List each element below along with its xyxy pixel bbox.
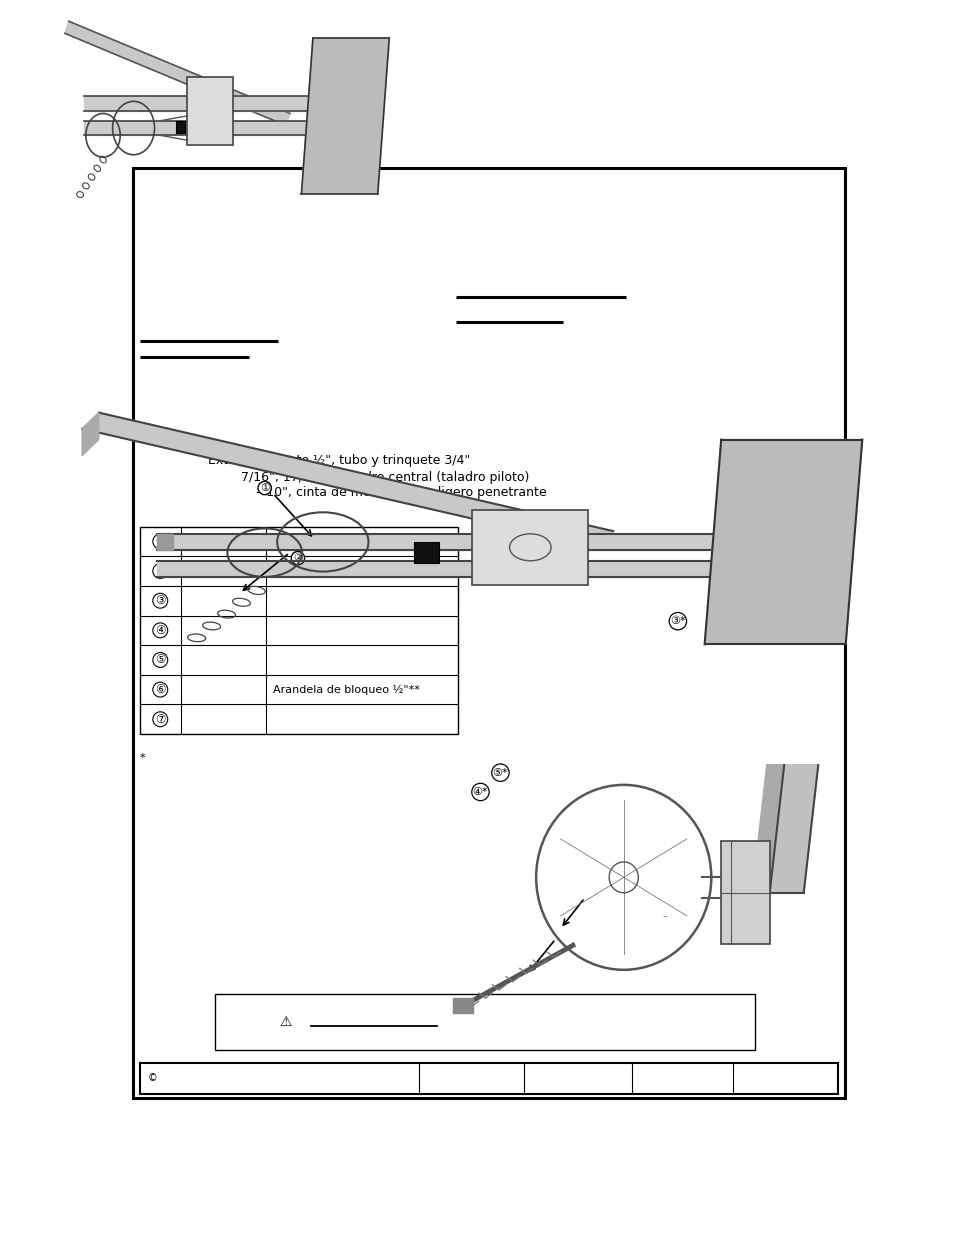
Polygon shape	[704, 440, 862, 644]
Text: ②: ②	[155, 565, 166, 578]
Polygon shape	[301, 38, 389, 193]
Bar	[720, 842, 769, 945]
Text: 7/16", 17/32" y taladro central (taladro piloto): 7/16", 17/32" y taladro central (taladro…	[241, 471, 529, 484]
Polygon shape	[65, 21, 290, 125]
Text: ①: ①	[259, 484, 270, 492]
Text: ⑤: ⑤	[155, 654, 166, 667]
Text: ③*: ③*	[669, 616, 685, 626]
Bar	[140, 1063, 837, 1094]
Text: ①: ①	[155, 535, 166, 548]
Text: ⑤*: ⑤*	[492, 768, 508, 778]
Polygon shape	[769, 764, 818, 892]
Bar	[414, 541, 438, 564]
Text: ④*: ④*	[472, 787, 488, 797]
Polygon shape	[156, 534, 762, 550]
Polygon shape	[453, 999, 473, 1014]
Text: ③: ③	[155, 594, 166, 608]
Polygon shape	[84, 120, 351, 135]
Text: ©: ©	[147, 1074, 157, 1084]
Bar	[187, 78, 233, 145]
Bar	[175, 120, 185, 133]
Polygon shape	[82, 412, 98, 456]
Polygon shape	[156, 561, 762, 576]
Polygon shape	[82, 412, 613, 548]
Text: ⑥: ⑥	[155, 683, 166, 697]
Text: Arandela de bloqueo ½"**: Arandela de bloqueo ½"**	[273, 684, 419, 694]
Bar	[472, 510, 588, 585]
Text: ⑦: ⑦	[155, 713, 166, 725]
Text: – 10", cinta de medir, aceite ligero penetrante: – 10", cinta de medir, aceite ligero pen…	[255, 486, 546, 499]
Bar	[140, 526, 457, 734]
Text: Extremo abierto ½", tubo y trinquete 3/4": Extremo abierto ½", tubo y trinquete 3/4…	[208, 455, 470, 467]
Bar	[215, 994, 755, 1050]
Text: –: –	[662, 911, 667, 921]
Text: ④: ④	[155, 624, 166, 637]
Text: *: *	[140, 753, 146, 763]
Text: ②: ②	[293, 553, 303, 563]
Polygon shape	[755, 738, 783, 892]
Polygon shape	[84, 96, 351, 112]
Text: ⚠: ⚠	[279, 1015, 292, 1029]
Polygon shape	[156, 534, 173, 550]
